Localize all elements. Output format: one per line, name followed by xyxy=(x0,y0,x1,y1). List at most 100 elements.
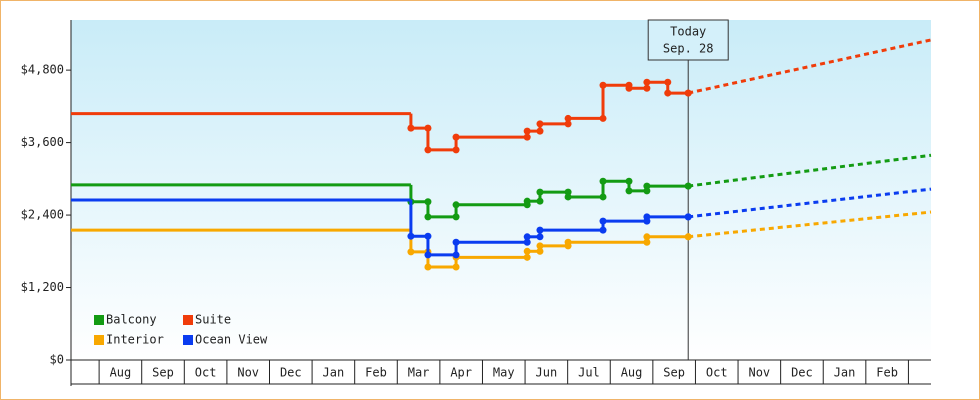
step-corner-dot xyxy=(523,238,531,246)
x-tick-label: Aug xyxy=(621,366,643,380)
data-point xyxy=(407,248,415,256)
data-point xyxy=(643,233,651,241)
step-corner-dot xyxy=(599,226,607,234)
projection-line xyxy=(688,187,932,219)
x-tick-label: Dec xyxy=(280,366,302,380)
data-point xyxy=(452,201,460,209)
step-corner-dot xyxy=(599,114,607,122)
step-corner-dot xyxy=(643,84,651,92)
x-tick-label: Oct xyxy=(706,366,728,380)
data-point xyxy=(424,213,432,221)
data-point xyxy=(407,232,415,240)
layer: $0 $1,200 $2,400 $3,600 $4,800 Aug Sep Oct Nov De… xyxy=(21,19,932,386)
data-point xyxy=(684,233,692,241)
step-corner-dot xyxy=(452,213,460,221)
x-tick-label: Jun xyxy=(536,366,558,380)
x-tick-label: Jan xyxy=(323,366,345,380)
legend-label: Ocean View xyxy=(195,333,268,347)
data-point xyxy=(452,238,460,246)
data-point xyxy=(643,213,651,221)
data-point xyxy=(523,197,531,205)
legend-swatch xyxy=(183,335,193,345)
series xyxy=(71,187,932,259)
legend-swatch xyxy=(94,335,104,345)
x-tick-label: May xyxy=(493,366,515,380)
step-corner-dot xyxy=(643,238,651,246)
step-corner-dot xyxy=(452,263,460,271)
today-box xyxy=(647,19,729,61)
data-point xyxy=(684,89,692,97)
data-point xyxy=(664,89,672,97)
step-corner-dot xyxy=(424,124,432,132)
x-tick-label: Mar xyxy=(408,366,430,380)
today-label: Today xyxy=(670,25,706,39)
data-point xyxy=(536,226,544,234)
projection-line xyxy=(688,210,932,239)
y-tick-label: $1,200 xyxy=(21,280,64,294)
step-corner-dot xyxy=(536,247,544,255)
x-tick-label: Sep xyxy=(663,366,685,380)
step-corner-dot xyxy=(664,78,672,86)
data-point xyxy=(643,78,651,86)
x-tick-label: Oct xyxy=(195,366,217,380)
y-tick-label: $0 xyxy=(50,353,64,367)
data-point xyxy=(599,81,607,89)
legend-label: Interior xyxy=(106,333,164,347)
y-tick-label: $4,800 xyxy=(21,63,64,77)
data-point xyxy=(564,193,572,201)
data-point xyxy=(564,238,572,246)
step-corner-dot xyxy=(599,193,607,201)
legend-swatch xyxy=(183,315,193,325)
step-corner-dot xyxy=(424,232,432,240)
series xyxy=(71,38,932,154)
data-point xyxy=(536,188,544,196)
data-point xyxy=(564,114,572,122)
step-corner-dot xyxy=(523,133,531,141)
plot-area xyxy=(71,20,931,360)
data-point xyxy=(452,133,460,141)
data-point xyxy=(643,182,651,190)
data-point xyxy=(523,127,531,135)
y-tick-label: $3,600 xyxy=(21,135,64,149)
x-tick-label: Aug xyxy=(110,366,132,380)
x-tick-label: Feb xyxy=(365,366,387,380)
data-point xyxy=(536,120,544,128)
x-tick-label: Apr xyxy=(450,366,472,380)
legend-label: Balcony xyxy=(106,313,157,327)
data-point xyxy=(625,187,633,195)
step-corner-dot xyxy=(643,187,651,195)
x-tick-label: Sep xyxy=(152,366,174,380)
step-corner-dot xyxy=(536,197,544,205)
step-corner-dot xyxy=(564,120,572,128)
x-tick-label: Nov xyxy=(237,366,259,380)
data-point xyxy=(424,251,432,259)
x-tick-label: Jan xyxy=(834,366,856,380)
step-corner-dot xyxy=(625,177,633,185)
data-point xyxy=(523,247,531,255)
x-tick-label: Jul xyxy=(578,366,600,380)
step-corner-dot xyxy=(564,188,572,196)
data-point xyxy=(684,182,692,190)
y-tick-label: $2,400 xyxy=(21,208,64,222)
data-point xyxy=(424,263,432,271)
today-label: Sep. 28 xyxy=(663,42,714,56)
data-point xyxy=(424,146,432,154)
data-point xyxy=(407,124,415,132)
data-point xyxy=(684,213,692,221)
data-point xyxy=(599,177,607,185)
data-point xyxy=(523,233,531,241)
projection-line xyxy=(687,38,932,95)
step-corner-dot xyxy=(424,198,432,206)
x-tick-label: Dec xyxy=(791,366,813,380)
series xyxy=(71,210,932,271)
data-point xyxy=(599,217,607,225)
step-corner-dot xyxy=(452,146,460,154)
x-tick-label: Feb xyxy=(876,366,898,380)
step-corner-dot xyxy=(536,127,544,135)
step-corner-dot xyxy=(452,251,460,259)
step-corner-dot xyxy=(536,233,544,241)
series xyxy=(71,153,932,221)
step-corner-dot xyxy=(523,253,531,261)
legend-swatch xyxy=(94,315,104,325)
